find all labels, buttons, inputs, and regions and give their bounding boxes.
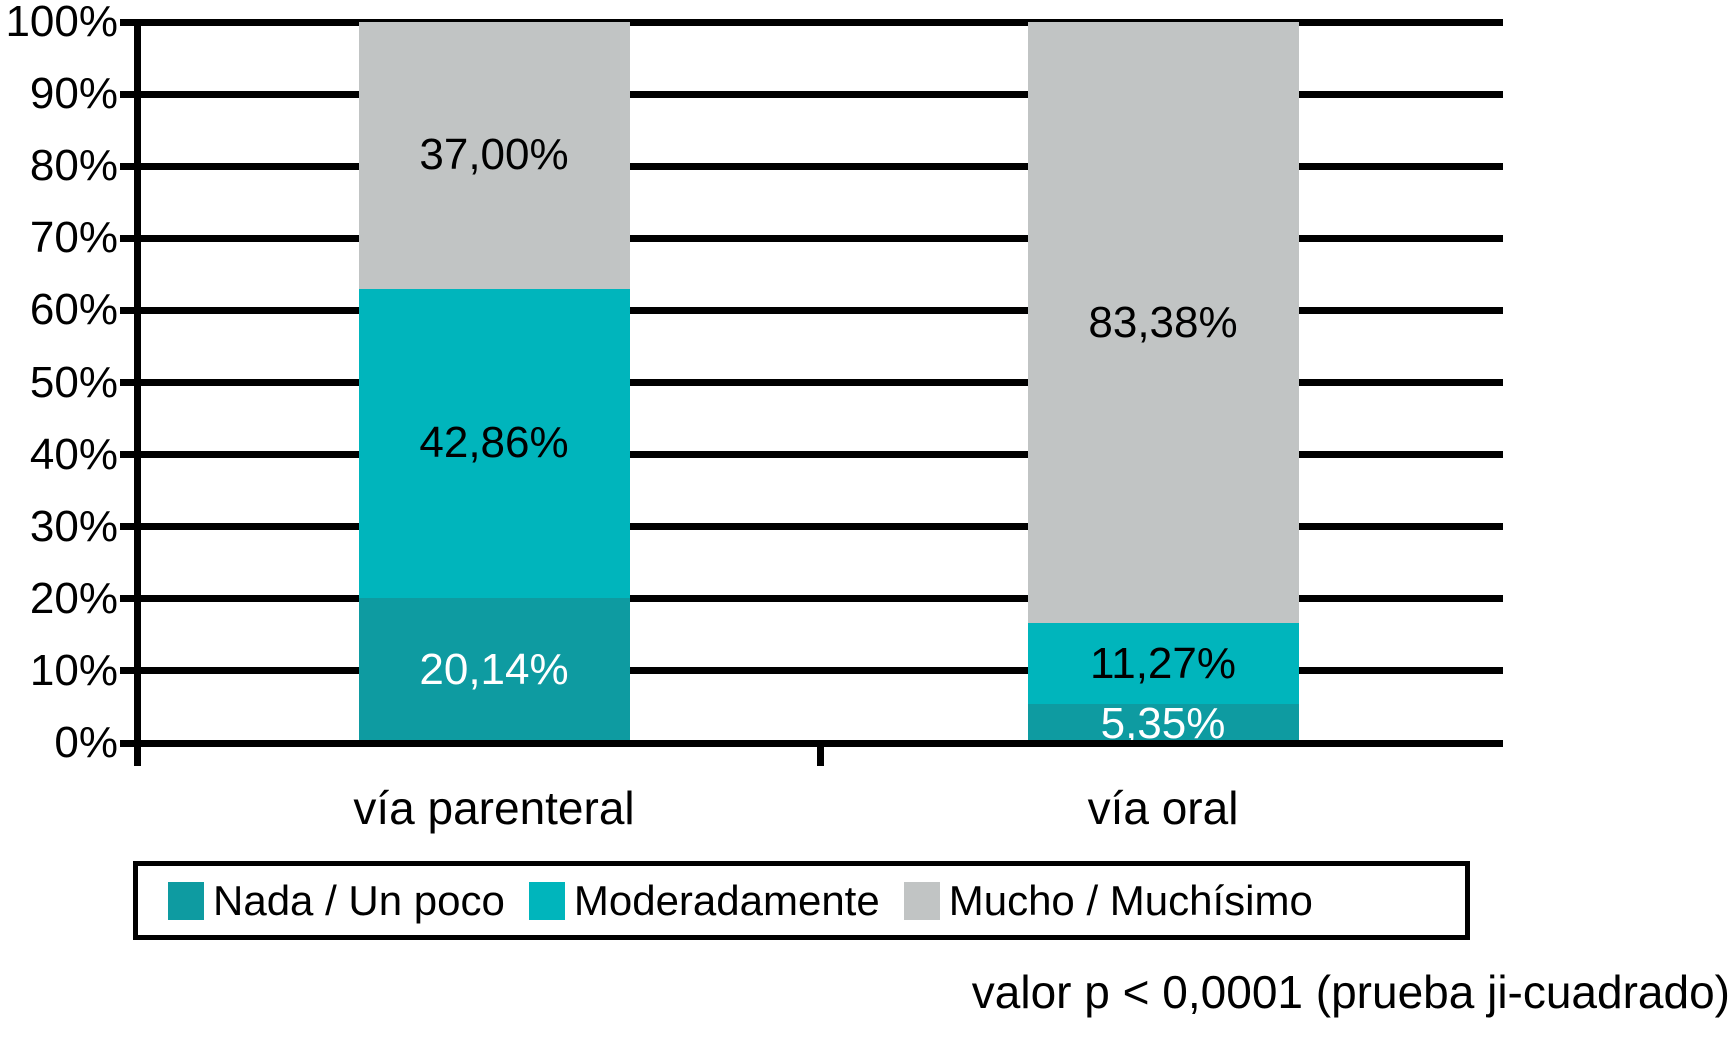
bar-segment: 5,35% [1027,700,1299,746]
bar-segment: 20,14% [358,597,630,743]
category-label: vía oral [1087,782,1239,834]
data-label: 20,14% [419,645,569,695]
legend-item: Nada / Un poco [168,876,505,924]
legend: Nada / Un poco Moderadamente Mucho / Muchí… [133,861,1470,940]
gridline-50% [120,379,1503,386]
p-value-annotation: valor p < 0,0001 (prueba ji-cuadrado) [971,966,1730,1018]
legend-swatch-icon [528,881,565,920]
data-label: 37,00% [419,130,569,180]
data-label: 11,27% [1090,638,1236,688]
y-axis-tick-label: 40% [29,429,118,479]
bar-segment: 11,27% [1027,623,1299,705]
y-axis-tick-label: 0% [54,718,118,767]
gridline-90% [120,90,1503,98]
bar-vía-oral: 5,35% 11,27% 83,38% [1027,22,1299,746]
bar-vía-parenteral: 20,14% 42,86% 37,00% [358,22,630,743]
x-axis-tick [817,743,824,766]
y-axis-tick-label: 80% [29,141,118,191]
data-label: 5,35% [1100,698,1226,748]
data-label: 42,86% [419,418,569,468]
y-axis-tick-label: 90% [29,69,118,119]
legend-swatch-icon [903,881,940,920]
gridline-80% [120,162,1503,170]
y-axis-tick-label: 100% [5,0,118,46]
legend-label: Nada / Un poco [213,876,505,924]
gridline-30% [120,523,1503,531]
y-axis-tick-label: 20% [29,573,118,623]
legend-label: Moderadamente [573,876,880,924]
gridline-60% [120,306,1503,314]
gridline-100% [120,18,1503,26]
legend-swatch-icon [168,881,204,920]
bar-segment: 83,38% [1027,22,1299,624]
gridline-0% [120,739,1503,747]
category-label: vía parenteral [353,782,635,834]
gridline-20% [120,595,1503,603]
data-label: 83,38% [1088,297,1238,347]
gridline-40% [120,451,1503,459]
legend-item: Moderadamente [528,876,880,924]
legend-label: Mucho / Muchísimo [948,876,1313,924]
y-axis-tick-label: 10% [29,645,118,695]
bar-segment: 42,86% [358,288,630,598]
gridline-10% [120,667,1503,675]
y-axis-tick-label: 50% [29,357,118,407]
y-axis-tick-label: 70% [29,213,118,263]
bar-segment: 37,00% [358,22,630,289]
y-axis-tick-label: 60% [29,285,118,335]
y-axis-tick-label: 30% [29,501,118,551]
gridline-70% [120,234,1503,242]
legend-item: Mucho / Muchísimo [903,876,1313,924]
y-axis-line [134,22,141,766]
